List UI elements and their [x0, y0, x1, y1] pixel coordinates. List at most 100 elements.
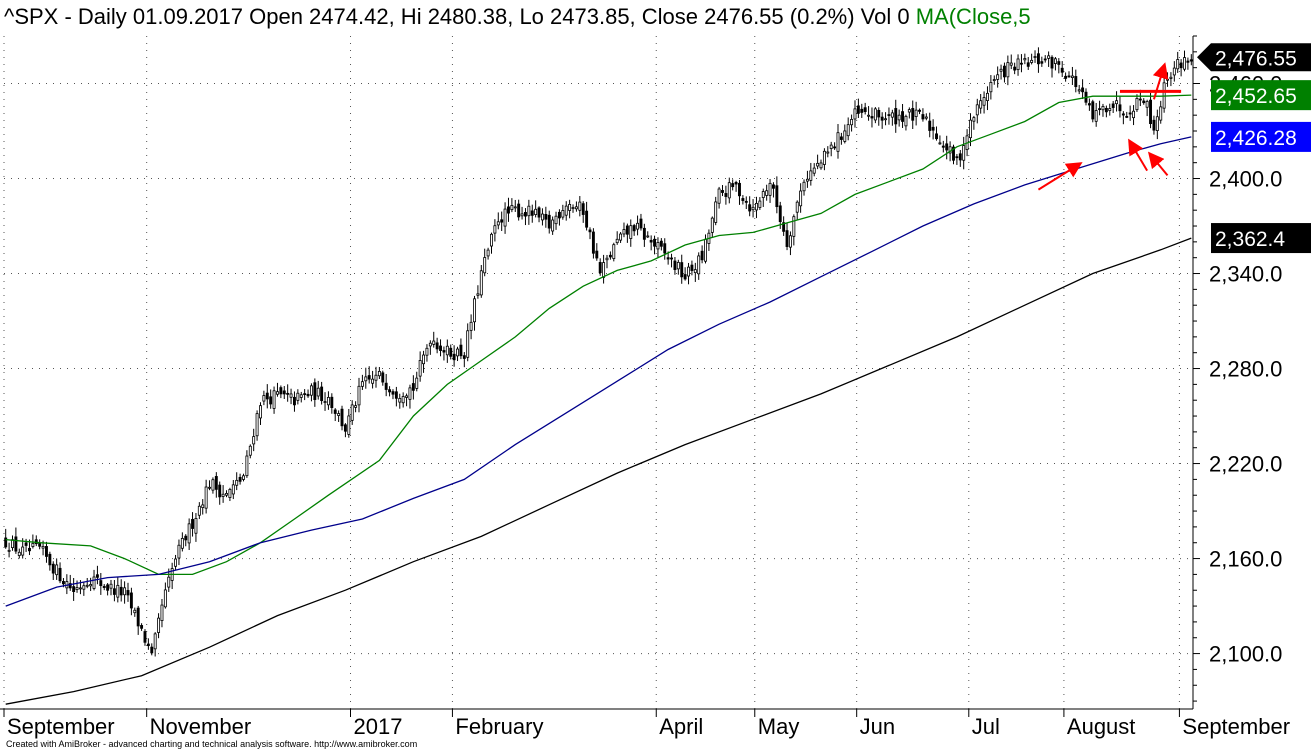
candle [153, 632, 157, 657]
x-tick-label: August [1067, 714, 1136, 739]
y-tick-label: 2,220.0 [1209, 452, 1282, 477]
candle [867, 106, 871, 121]
candle [690, 260, 694, 276]
x-axis: September November 2017 February April May Jun… [3, 709, 1290, 739]
candle-body [717, 188, 721, 204]
candle-body [1057, 61, 1061, 65]
candle [839, 132, 843, 145]
candle-body [890, 112, 894, 118]
candle-body [72, 586, 76, 592]
candle-body [897, 114, 901, 121]
candle-body [496, 221, 500, 226]
candle [1019, 54, 1023, 73]
candle [449, 344, 453, 360]
candle-body [354, 405, 358, 408]
candle [619, 232, 623, 243]
candle [360, 374, 364, 390]
candle-body [738, 182, 741, 197]
candle-body [721, 190, 724, 193]
candle [571, 204, 575, 213]
candle-body [313, 382, 317, 400]
candle [377, 366, 381, 380]
candle-body [975, 104, 979, 116]
candle-body [337, 413, 341, 416]
candle-body [180, 538, 184, 549]
badge-label: 2,452.65 [1215, 85, 1297, 108]
candle [822, 148, 826, 171]
red-arrow [1037, 162, 1083, 191]
candle-body [520, 213, 524, 217]
candle-body [1040, 61, 1044, 64]
candle-body [833, 146, 837, 149]
candle-body [408, 387, 412, 400]
candle-body [591, 231, 595, 254]
candle-body [1118, 104, 1122, 112]
candle [649, 235, 653, 251]
candle-body [1033, 56, 1037, 58]
candle-body [839, 136, 843, 140]
candle-body [863, 107, 867, 112]
candle [17, 548, 21, 559]
candle [731, 179, 735, 191]
candle-body [1121, 113, 1125, 116]
candle-body [1019, 62, 1023, 65]
candle [174, 554, 178, 570]
candle [1057, 58, 1061, 74]
candle [962, 136, 966, 170]
candle-body [1159, 106, 1163, 121]
candle [211, 477, 215, 494]
candle-body [924, 116, 928, 119]
candle-body [822, 150, 826, 165]
candle [554, 211, 558, 230]
candle-body [58, 567, 62, 582]
candle [58, 562, 62, 584]
candle [276, 382, 279, 397]
candle [85, 577, 89, 589]
candle [116, 576, 120, 603]
candle-body [744, 200, 748, 203]
candle [1091, 99, 1095, 123]
candle [289, 388, 293, 405]
candle-body [517, 203, 521, 218]
y-tick-label: 2,400.0 [1209, 167, 1282, 192]
candle-body [605, 257, 609, 261]
candle-body [435, 342, 439, 350]
candle [269, 389, 273, 409]
candle-body [700, 250, 704, 261]
candle [157, 613, 161, 639]
candle [112, 580, 116, 602]
candle [642, 223, 646, 247]
candle [727, 177, 731, 204]
candle-body [724, 193, 728, 197]
candle [1094, 102, 1098, 127]
candle [945, 135, 949, 160]
candle [340, 405, 344, 431]
candle [887, 107, 891, 125]
candle [710, 216, 714, 238]
candle-body [201, 504, 205, 508]
red-arrow [1152, 62, 1169, 100]
candle [809, 162, 813, 186]
candle-body [401, 396, 405, 404]
candle-body [357, 385, 361, 406]
candle [72, 578, 76, 601]
candle-body [364, 376, 368, 382]
candle [1108, 103, 1112, 116]
candle-body [986, 92, 989, 101]
candle [918, 108, 921, 115]
grid-lines [3, 36, 1193, 709]
candle [829, 141, 833, 157]
candle [265, 384, 269, 409]
candle [1070, 66, 1074, 85]
candle [296, 389, 300, 405]
candle-body [231, 484, 235, 495]
red-arrow [1147, 151, 1169, 176]
candle-body [272, 390, 276, 409]
candle-body [432, 340, 436, 345]
candle-body [1081, 87, 1085, 93]
candle-body [581, 203, 585, 215]
candle [133, 607, 137, 617]
candle-body [524, 212, 527, 217]
candle [802, 179, 806, 196]
candle [1087, 98, 1091, 111]
